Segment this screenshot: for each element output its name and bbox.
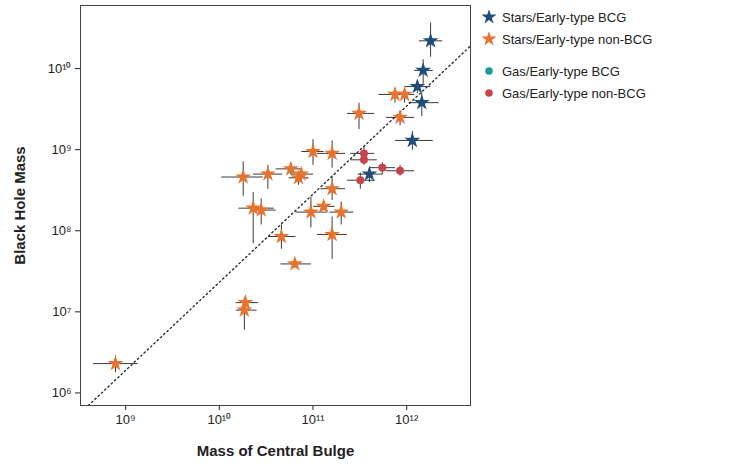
svg-text:10⁸: 10⁸ bbox=[52, 223, 72, 238]
html-text:Gas/Early-type non-BCG: Gas/Early-type non-BCG bbox=[502, 85, 646, 101]
svg-text:10⁶: 10⁶ bbox=[52, 385, 72, 400]
svg-text:10¹⁰: 10¹⁰ bbox=[48, 61, 72, 76]
svg-text:10⁷: 10⁷ bbox=[52, 304, 71, 319]
svg-text:10¹²: 10¹² bbox=[395, 412, 419, 427]
svg-text:10⁹: 10⁹ bbox=[51, 142, 71, 157]
html-text:Gas/Early-type BCG: Gas/Early-type BCG bbox=[502, 63, 620, 79]
svg-text:10¹⁰: 10¹⁰ bbox=[207, 412, 231, 427]
html-text:Stars/Early-type non-BCG: Stars/Early-type non-BCG bbox=[502, 31, 653, 47]
svg-text:Black Hole Mass: Black Hole Mass bbox=[11, 146, 28, 264]
svg-text:Mass of Central Bulge: Mass of Central Bulge bbox=[197, 442, 355, 459]
svg-text:10¹¹: 10¹¹ bbox=[301, 412, 325, 427]
html-text:Stars/Early-type BCG: Stars/Early-type BCG bbox=[502, 9, 627, 25]
svg-text:10⁹: 10⁹ bbox=[116, 412, 136, 427]
